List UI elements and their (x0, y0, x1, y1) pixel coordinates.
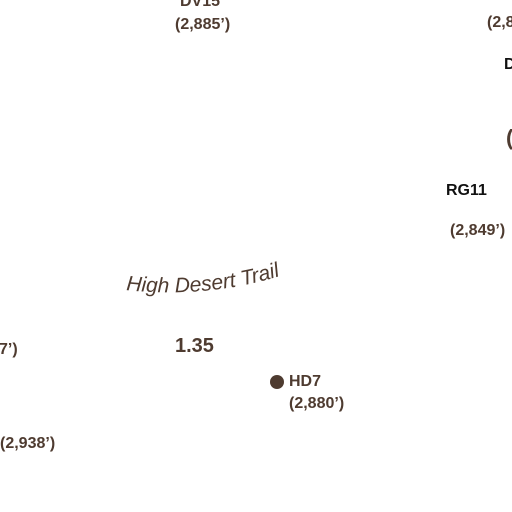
waypoint-hd7-marker[interactable] (270, 375, 284, 389)
svg-text:High Desert Trail: High Desert Trail (126, 258, 284, 297)
waypoint-hd7-elevation: (2,880’) (289, 395, 345, 412)
trail-name-text: High Desert Trail (126, 258, 284, 297)
waypoint-rg11-elevation: (2,849’) (450, 222, 506, 239)
waypoint-left-top-elevation: 7’) (0, 341, 18, 358)
waypoint-top-right-elevation: (2,8 (487, 14, 512, 31)
trail-segment-distance: 1.35 (175, 335, 214, 357)
waypoint-right-partial-label: ( (506, 127, 512, 149)
waypoint-dv15-code: DV15 (180, 0, 221, 10)
waypoint-hd7-code: HD7 (289, 373, 322, 390)
waypoint-rg11-code: RG11 (446, 182, 487, 199)
waypoint-left-bottom-elevation: (2,938’) (0, 435, 56, 452)
waypoint-top-right-code: D (504, 56, 512, 73)
waypoint-dv15-elevation: (2,885’) (175, 16, 231, 33)
